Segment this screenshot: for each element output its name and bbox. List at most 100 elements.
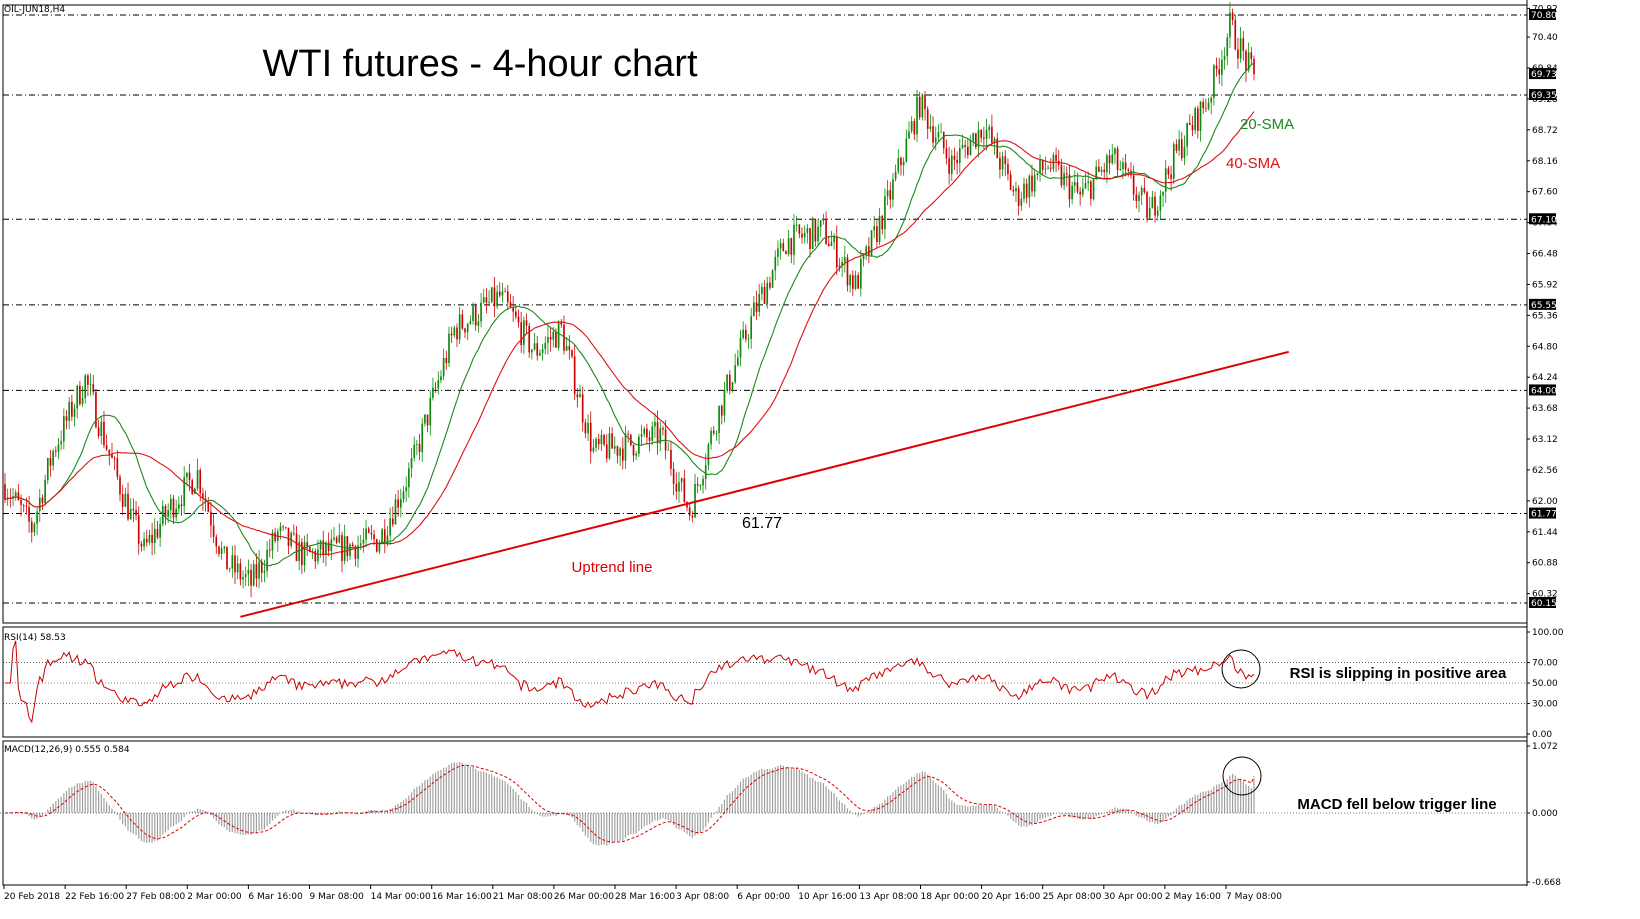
macd-bar [702,813,704,831]
time-tick-label: 26 Mar 00:00 [554,892,614,902]
macd-bar [231,813,233,832]
macd-bar [196,808,199,813]
candle-body [338,535,341,543]
macd-bar [1079,813,1081,820]
macd-bar [464,764,466,813]
macd-bar [247,813,249,835]
macd-bar [263,813,266,830]
candle-body [84,375,87,399]
candle-body [563,324,565,351]
price-tag-label: 60.15 [1531,599,1557,609]
price-tick-label: 60.88 [1532,559,1558,569]
candle-body [14,492,17,497]
candle-body [621,448,624,461]
candle-body [996,138,999,158]
candle-body [528,325,531,353]
macd-bar [1092,813,1095,819]
macd-bar [1084,813,1087,820]
candle-body [354,546,357,559]
rsi-header: RSI(14) 58.53 [4,633,66,643]
candle-body [790,238,793,255]
macd-bar [186,813,188,814]
macd-bar [1183,803,1186,813]
macd-bar [1210,789,1212,813]
macd-bar [788,766,790,813]
candle-body [857,275,860,289]
macd-bar [1044,813,1046,818]
candle-body [881,216,884,230]
candle-body [1036,173,1039,176]
macd-bar [368,810,370,813]
candle-body [753,302,755,317]
candle-body [884,196,886,230]
candle-body [795,224,798,226]
candle-body [627,433,629,435]
candle-body [1087,181,1090,183]
macd-bar [488,774,490,813]
macd-bar [253,813,255,834]
macd-bar [507,783,509,813]
candle-body [108,449,111,455]
candle-body [892,179,894,200]
candle-body [862,254,865,260]
macd-bar [156,813,159,841]
macd-bar [654,813,656,821]
candle-body [378,543,381,552]
candle-body [640,433,643,437]
candle-body [771,270,774,288]
candle-body [100,421,103,436]
candle-body [758,293,761,312]
candle-body [565,346,568,351]
macd-bar [640,813,643,829]
macd-bar [1001,811,1004,813]
candle-body [456,327,458,340]
macd-bar [541,813,544,817]
candle-body [929,126,932,129]
candle-body [325,542,327,556]
candle-body [498,291,501,296]
candle-body [841,262,843,266]
macd-bar [239,813,241,835]
time-tick-label: 21 Mar 08:00 [493,892,553,902]
candle-body [833,236,835,243]
candle-body [30,521,33,533]
macd-bar [830,791,833,813]
candle-body [827,243,830,246]
macd-bar [1111,809,1113,813]
macd-bar [293,809,295,813]
macd-bar [191,811,193,813]
macd-bar [285,810,287,813]
candle-body [726,374,728,390]
macd-bar [774,767,776,813]
candle-body [1090,181,1092,199]
candle-body [592,447,595,452]
macd-bar [258,813,260,831]
macd-bar [595,813,597,845]
candle-body [905,138,908,162]
candle-body [450,333,453,336]
candle-body [175,508,177,518]
time-tick-label: 20 Feb 2018 [4,892,60,902]
candle-body [560,321,563,325]
macd-bar [250,813,252,835]
candle-body [704,465,707,479]
macd-bar [1100,813,1103,815]
candle-body [1044,168,1047,170]
candle-body [506,291,509,303]
macd-bar [980,805,982,813]
macd-bar [814,780,816,813]
price-tick-label: 64.24 [1532,373,1558,383]
macd-bar [162,813,164,835]
macd-tick-label: 1.072 [1532,742,1558,752]
candle-body [1202,101,1205,109]
candle-body [865,246,868,255]
candle-body [25,505,28,507]
candle-body [445,358,448,364]
macd-bar [552,813,554,816]
candle-body [271,532,274,551]
candle-body [362,539,365,544]
macd-bar [434,772,437,813]
candle-body [774,257,777,271]
candle-body [148,534,151,543]
candle-body [977,129,980,148]
